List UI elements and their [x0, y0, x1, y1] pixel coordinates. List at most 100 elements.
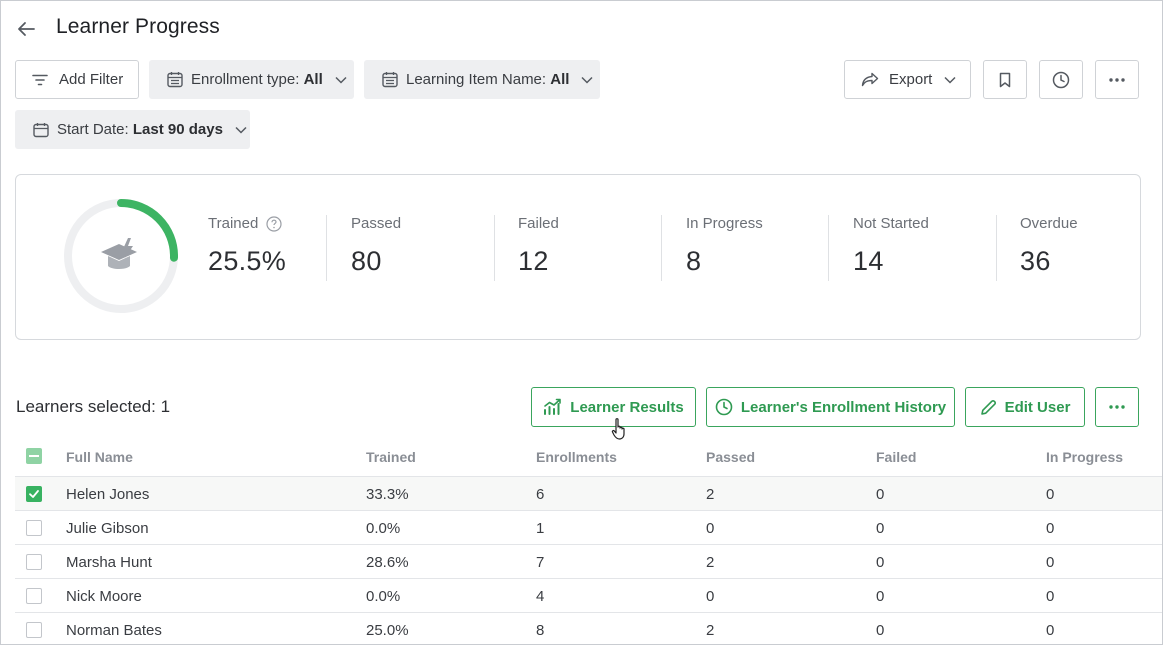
cell-failed: 0 [876, 554, 885, 571]
select-all-checkbox[interactable] [26, 448, 42, 464]
history-button[interactable] [1039, 60, 1083, 99]
enrollment-type-label: Enrollment type: [191, 71, 300, 88]
learners-selected-count: Learners selected: 1 [16, 397, 171, 416]
chevron-down-icon [235, 126, 247, 134]
row-checkbox[interactable] [26, 554, 42, 570]
filter-icon [32, 74, 48, 86]
table-row[interactable]: Nick Moore 0.0% 4 0 0 0 [15, 579, 1162, 613]
bar-chart-trend-icon [543, 398, 562, 416]
more-actions-button[interactable] [1095, 387, 1139, 427]
cell-in-progress: 0 [1046, 520, 1055, 537]
stat-value: 14 [853, 246, 884, 276]
cell-full-name[interactable]: Nick Moore [66, 588, 142, 605]
table-row[interactable]: Marsha Hunt 28.6% 7 2 0 0 [15, 545, 1162, 579]
column-header-in-progress[interactable]: In Progress [1046, 449, 1124, 465]
learner-results-button[interactable]: Learner Results [531, 387, 696, 427]
graduation-cap-icon [101, 238, 137, 269]
cell-enrollments: 7 [536, 554, 545, 571]
enrollment-history-button[interactable]: Learner's Enrollment History [706, 387, 955, 427]
column-header-passed[interactable]: Passed [706, 449, 756, 465]
bookmark-button[interactable] [983, 60, 1027, 99]
column-header-full-name[interactable]: Full Name [66, 449, 133, 465]
start-date-filter[interactable]: Start Date: Last 90 days [15, 110, 250, 149]
checkmark-icon [29, 490, 39, 498]
stat-label: Trained [208, 215, 259, 232]
row-checkbox[interactable] [26, 622, 42, 638]
cell-trained: 28.6% [366, 554, 409, 571]
enrollment-type-filter[interactable]: Enrollment type: All [149, 60, 354, 99]
column-header-enrollments[interactable]: Enrollments [536, 449, 617, 465]
back-arrow-icon[interactable] [13, 17, 39, 41]
page-title: Learner Progress [56, 15, 220, 38]
table-row[interactable]: Julie Gibson 0.0% 1 0 0 0 [15, 511, 1162, 545]
more-options-button[interactable] [1095, 60, 1139, 99]
calendar-icon [33, 122, 49, 138]
export-button[interactable]: Export [844, 60, 971, 99]
chevron-down-icon [581, 76, 593, 84]
cell-failed: 0 [876, 486, 885, 503]
export-label: Export [889, 71, 933, 88]
table-row[interactable]: Helen Jones 33.3% 6 2 0 0 [15, 477, 1162, 511]
divider [828, 215, 829, 281]
cell-in-progress: 0 [1046, 554, 1055, 571]
calendar-icon [382, 71, 398, 88]
cell-trained: 33.3% [366, 486, 409, 503]
cell-full-name[interactable]: Helen Jones [66, 486, 150, 503]
row-checkbox[interactable] [26, 486, 42, 502]
cell-full-name[interactable]: Marsha Hunt [66, 554, 152, 571]
cell-in-progress: 0 [1046, 486, 1055, 503]
stat-value: 36 [1020, 246, 1051, 276]
stat-label: Passed [351, 215, 402, 232]
help-circle-icon[interactable] [266, 215, 282, 232]
clock-icon [1052, 71, 1070, 89]
learner-results-label: Learner Results [570, 398, 684, 416]
stat-not-started: Not Started 14 [853, 215, 929, 281]
cell-trained: 0.0% [366, 520, 401, 537]
cell-enrollments: 6 [536, 486, 545, 503]
stat-label: Overdue [1020, 215, 1078, 232]
divider [326, 215, 327, 281]
stat-value: 12 [518, 246, 549, 276]
calendar-icon [167, 71, 183, 88]
stat-value: 8 [686, 246, 702, 276]
trained-gauge-arc [64, 199, 178, 313]
cell-passed: 2 [706, 486, 715, 503]
cell-full-name[interactable]: Norman Bates [66, 622, 162, 639]
start-date-value: Last 90 days [132, 121, 223, 138]
stat-label: In Progress [686, 215, 763, 232]
row-checkbox[interactable] [26, 588, 42, 604]
divider [661, 215, 662, 281]
cell-in-progress: 0 [1046, 622, 1055, 639]
cell-passed: 2 [706, 554, 715, 571]
chevron-down-icon [335, 76, 347, 84]
clock-icon [715, 398, 733, 416]
start-date-label: Start Date: [57, 121, 129, 138]
column-header-failed[interactable]: Failed [876, 449, 917, 465]
divider [996, 215, 997, 281]
stat-trained: Trained 25.5% [208, 215, 286, 281]
cell-failed: 0 [876, 622, 885, 639]
stat-value: 80 [351, 246, 382, 276]
cell-trained: 0.0% [366, 588, 401, 605]
more-horizontal-icon [1109, 405, 1125, 409]
row-checkbox[interactable] [26, 520, 42, 536]
cell-enrollments: 1 [536, 520, 545, 537]
share-arrow-icon [861, 72, 879, 87]
learning-item-name-filter[interactable]: Learning Item Name: All [364, 60, 600, 99]
stat-value: 25.5% [208, 246, 287, 276]
table-row[interactable]: Norman Bates 25.0% 8 2 0 0 [15, 613, 1162, 644]
column-header-trained[interactable]: Trained [366, 449, 416, 465]
stat-failed: Failed 12 [518, 215, 559, 281]
stat-label: Failed [518, 215, 559, 232]
cell-enrollments: 8 [536, 622, 545, 639]
cell-failed: 0 [876, 520, 885, 537]
minus-icon [29, 455, 39, 457]
pencil-icon [980, 399, 997, 416]
add-filter-button[interactable]: Add Filter [15, 60, 139, 99]
stat-in-progress: In Progress 8 [686, 215, 763, 281]
cell-full-name[interactable]: Julie Gibson [66, 520, 149, 537]
edit-user-button[interactable]: Edit User [965, 387, 1085, 427]
trained-gauge [63, 198, 179, 314]
cell-failed: 0 [876, 588, 885, 605]
